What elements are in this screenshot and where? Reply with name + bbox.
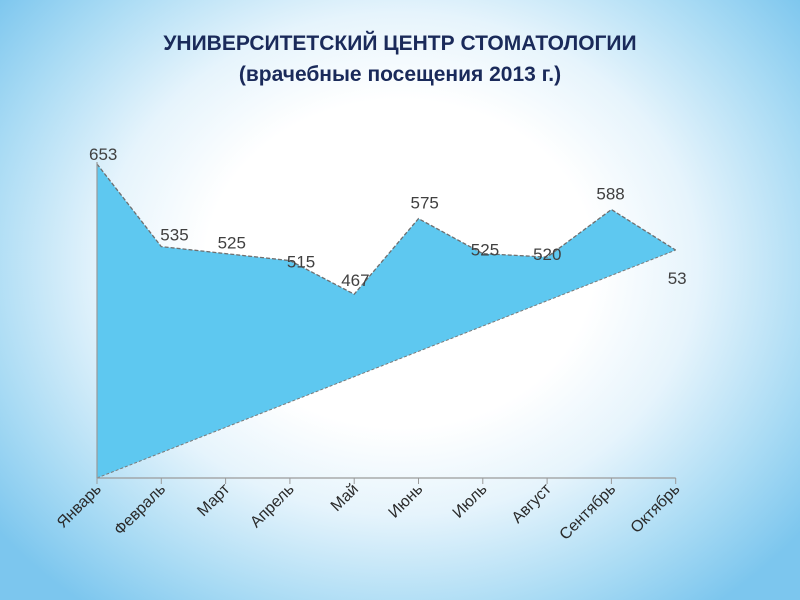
x-tick-label: Сентябрь [557,481,620,544]
x-tick-label: Май [328,481,362,515]
value-label: 525 [218,234,246,253]
value-label: 588 [596,185,624,204]
value-label: 467 [341,271,369,290]
value-label: 525 [471,241,499,260]
area-lower-edge [96,249,676,479]
series-line [96,163,677,296]
value-labels: 653 535 525 515 467 575 525 520 588 53 [89,145,687,290]
value-label: 653 [89,145,117,164]
x-axis-ticks: Январь Февраль Март Апрель Май Июнь Июль Август… [54,478,684,544]
value-label: 520 [533,245,561,264]
x-tick-label: Июнь [386,481,427,522]
value-label: 515 [287,253,315,272]
chart-subtitle: (врачебные посещения 2013 г.) [238,63,562,86]
chart-title: УНИВЕРСИТЕТСКИЙ ЦЕНТР СТОМАТОЛОГИИ [163,32,637,55]
series-area [97,164,676,478]
x-tick-label: Январь [54,481,105,532]
x-tick-label: Март [194,480,234,520]
x-tick-label: Апрель [247,481,297,531]
value-label: 575 [411,194,439,213]
x-tick-label: Август [509,480,556,527]
value-label: 535 [160,226,188,245]
plot-area [96,162,677,479]
x-tick-label: Июль [450,481,491,522]
x-tick-label: Октябрь [628,481,684,537]
x-tick-label: Февраль [111,481,169,539]
value-label: 53 [668,269,687,288]
